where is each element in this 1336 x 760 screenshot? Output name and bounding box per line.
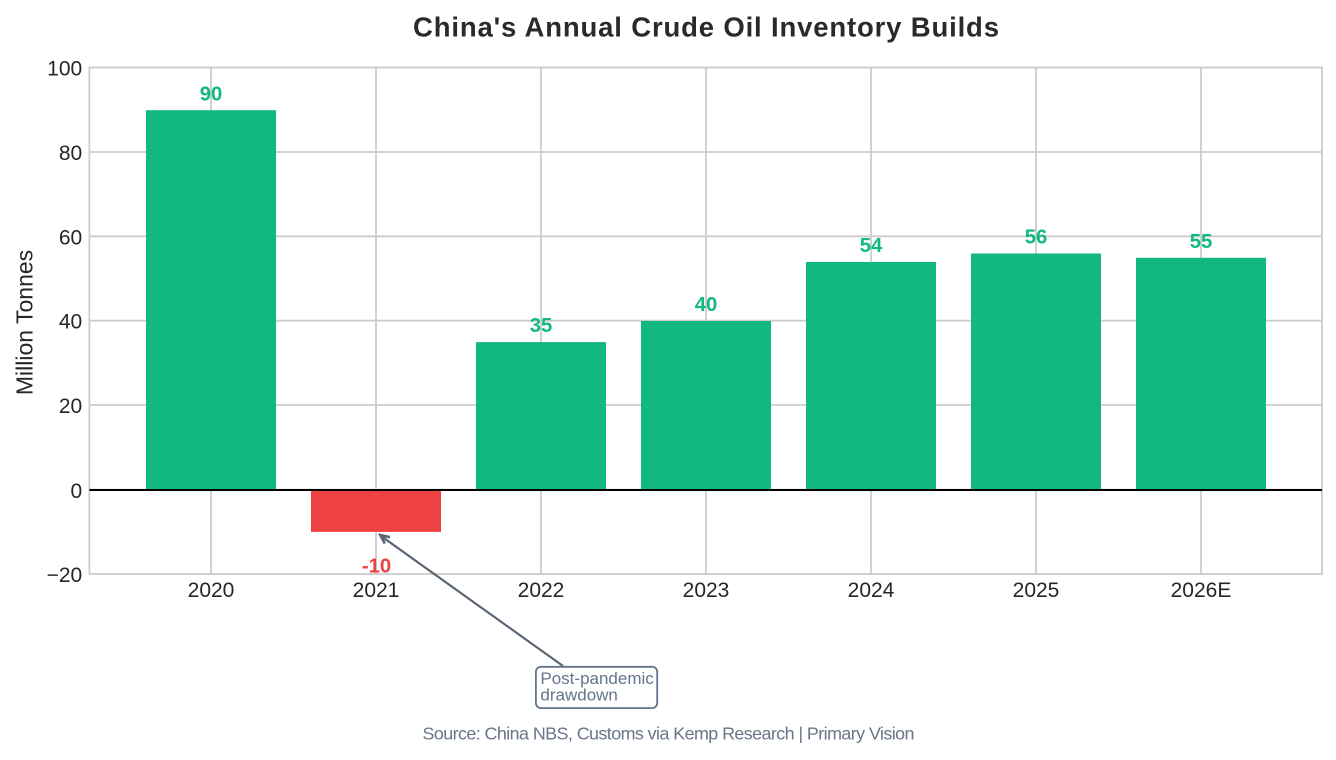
svg-text:80: 80 — [59, 142, 82, 165]
svg-text:Post-pandemic: Post-pandemic — [540, 669, 654, 688]
svg-text:20: 20 — [59, 395, 82, 418]
svg-text:90: 90 — [200, 83, 223, 105]
svg-text:Million Tonnes: Million Tonnes — [12, 250, 38, 395]
svg-text:Source: China NBS, Customs via: Source: China NBS, Customs via Kemp Rese… — [423, 723, 915, 743]
svg-text:China's Annual Crude Oil Inven: China's Annual Crude Oil Inventory Build… — [413, 12, 999, 43]
svg-text:2021: 2021 — [353, 579, 400, 602]
svg-text:-10: -10 — [362, 556, 391, 578]
svg-text:2024: 2024 — [848, 579, 895, 602]
svg-text:40: 40 — [59, 311, 82, 334]
svg-text:2020: 2020 — [188, 579, 235, 602]
svg-text:2025: 2025 — [1013, 579, 1060, 602]
svg-text:56: 56 — [1025, 227, 1048, 249]
svg-text:55: 55 — [1190, 231, 1213, 253]
svg-text:−20: −20 — [47, 564, 83, 587]
svg-text:40: 40 — [695, 294, 718, 316]
svg-text:2022: 2022 — [518, 579, 565, 602]
svg-text:100: 100 — [47, 58, 82, 81]
svg-text:0: 0 — [71, 480, 83, 503]
svg-text:60: 60 — [59, 226, 82, 249]
svg-text:54: 54 — [860, 235, 883, 257]
svg-text:2023: 2023 — [683, 579, 730, 602]
svg-text:2026E: 2026E — [1171, 579, 1232, 602]
svg-text:drawdown: drawdown — [540, 686, 618, 705]
svg-text:35: 35 — [530, 315, 553, 337]
